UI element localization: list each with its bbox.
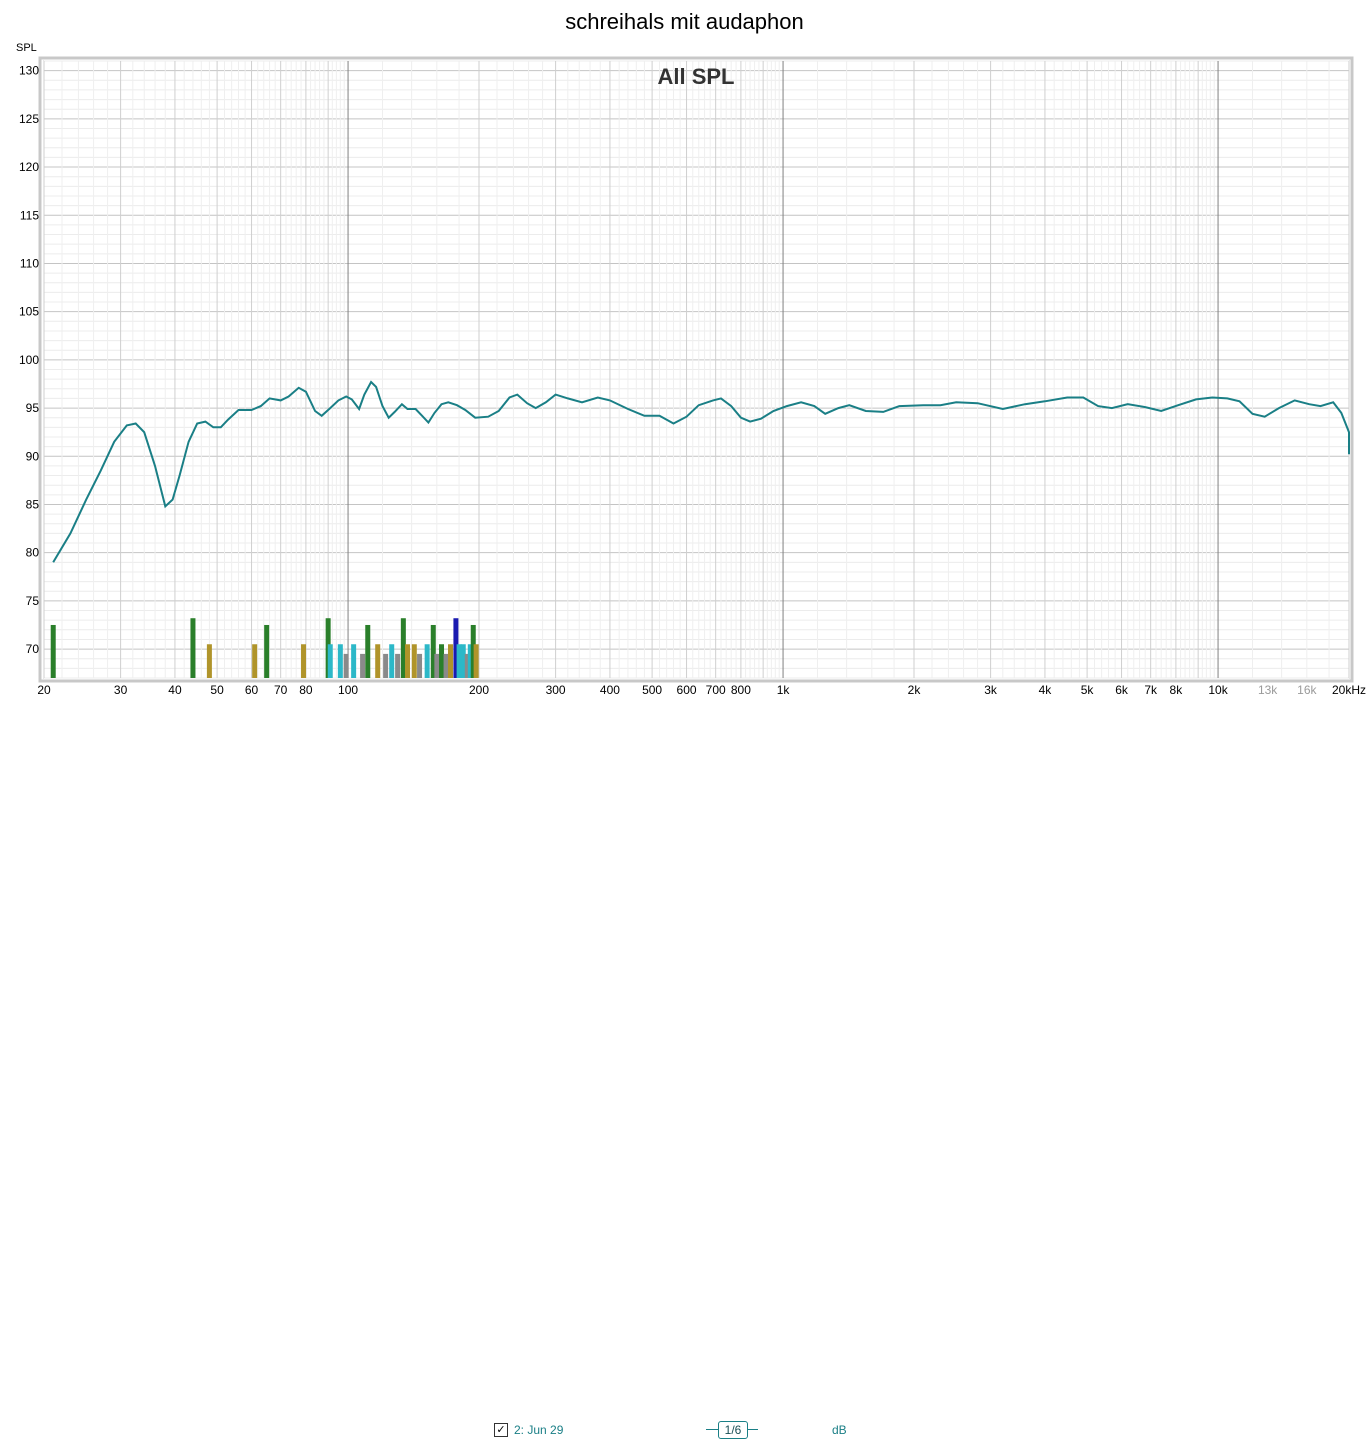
- y-tick-label: 115: [20, 208, 39, 222]
- peak-marker: [383, 653, 389, 678]
- y-tick-label: 90: [26, 449, 40, 463]
- peak-marker: [448, 644, 454, 678]
- x-tick-label: 20: [37, 683, 51, 697]
- peak-marker: [417, 653, 423, 678]
- peak-marker: [473, 644, 479, 678]
- peak-marker: [405, 644, 411, 678]
- y-tick-label: 85: [26, 497, 40, 511]
- x-axis-ticks: 20 30 40 50 60 70 80 100 200 300 400 500 600 700 800 1k…: [37, 683, 1366, 697]
- plot-frame-outer: [38, 56, 1354, 683]
- x-tick-label: 100: [338, 683, 358, 697]
- peak-marker: [337, 644, 343, 678]
- peak-marker: [395, 653, 401, 678]
- y-axis-ticks: 70 75 80 85 90 95 100 105 110 115 120 125 130: [19, 64, 39, 656]
- x-tick-label: 500: [642, 683, 662, 697]
- x-tick-label: 30: [114, 683, 128, 697]
- x-tick-label: 300: [546, 683, 566, 697]
- x-tick-label: 50: [210, 683, 224, 697]
- major-grid: [347, 61, 1219, 678]
- x-tick-label: 10k: [1208, 683, 1228, 697]
- x-tick-label: 2k: [908, 683, 922, 697]
- peak-marker: [360, 653, 366, 678]
- x-tick-label: 200: [469, 683, 489, 697]
- peak-marker: [389, 644, 395, 678]
- peak-marker: [264, 624, 270, 678]
- peak-marker: [411, 644, 417, 678]
- y-tick-label: 100: [19, 353, 39, 367]
- x-tick-label: 400: [600, 683, 620, 697]
- x-tick-label: 13k: [1258, 683, 1278, 697]
- peak-marker: [206, 644, 212, 678]
- x-tick-label: 16k: [1297, 683, 1317, 697]
- y-tick-label: 110: [20, 256, 39, 270]
- smoothing-control[interactable]: 1/6: [706, 1420, 758, 1439]
- legend-bar: ✓ 2: Jun 29 1/6 dB: [0, 710, 1369, 1439]
- y-tick-label: 125: [19, 112, 39, 126]
- window-title: schreihals mit audaphon: [565, 9, 804, 34]
- x-tick-label: 7k: [1144, 683, 1158, 697]
- peak-markers: [50, 618, 479, 678]
- x-tick-label: 80: [299, 683, 313, 697]
- peak-marker: [365, 624, 371, 678]
- peak-marker: [351, 644, 357, 678]
- spl-curve[interactable]: [52, 380, 1350, 563]
- x-tick-label: 70: [274, 683, 288, 697]
- x-tick-label: 8k: [1170, 683, 1184, 697]
- series-label[interactable]: 2: Jun 29: [514, 1423, 564, 1437]
- x-tick-label: 3k: [984, 683, 998, 697]
- x-tick-label: 800: [731, 683, 751, 697]
- peak-marker: [190, 618, 196, 678]
- peak-marker: [252, 644, 258, 678]
- peak-marker: [327, 644, 333, 678]
- peak-marker: [460, 644, 466, 678]
- peak-marker: [464, 653, 470, 678]
- y-tick-label: 70: [26, 642, 40, 656]
- peak-marker: [424, 644, 430, 678]
- x-tick-label: 60: [245, 683, 259, 697]
- chart-title: All SPL: [657, 64, 734, 89]
- peak-marker: [439, 644, 445, 678]
- y-tick-label: 120: [19, 160, 39, 174]
- peak-marker: [50, 624, 56, 678]
- peak-marker: [430, 624, 436, 678]
- peak-marker: [434, 653, 440, 678]
- x-tick-label: 6k: [1115, 683, 1129, 697]
- y-tick-label: 75: [26, 594, 40, 608]
- peak-marker: [443, 653, 449, 678]
- x-tick-label: 700: [706, 683, 726, 697]
- series-checkbox[interactable]: ✓: [494, 1423, 508, 1437]
- smoothing-value[interactable]: 1/6: [718, 1421, 748, 1439]
- x-tick-label: 600: [677, 683, 697, 697]
- y-tick-label: 130: [19, 64, 39, 78]
- x-tick-label: 4k: [1039, 683, 1053, 697]
- peak-marker: [456, 644, 462, 678]
- x-tick-label: 20kHz: [1332, 683, 1366, 697]
- y-tick-label: 80: [26, 546, 40, 560]
- y-axis-label: SPL: [16, 42, 37, 54]
- spl-chart[interactable]: All SPL 70 75 80 85 90 95 100 105 110 115 120 125 13…: [0, 0, 1369, 700]
- x-tick-label: 5k: [1081, 683, 1095, 697]
- y-tick-label: 95: [26, 401, 40, 415]
- peak-marker: [453, 618, 459, 678]
- peak-marker: [375, 644, 381, 678]
- y-tick-label: 105: [19, 305, 39, 319]
- peak-marker: [301, 644, 307, 678]
- peak-marker: [400, 618, 406, 678]
- peak-marker: [470, 624, 476, 678]
- unit-label[interactable]: dB: [832, 1423, 847, 1437]
- x-tick-label: 1k: [777, 683, 791, 697]
- peak-marker: [343, 653, 349, 678]
- peak-marker: [467, 644, 473, 678]
- x-tick-label: 40: [168, 683, 182, 697]
